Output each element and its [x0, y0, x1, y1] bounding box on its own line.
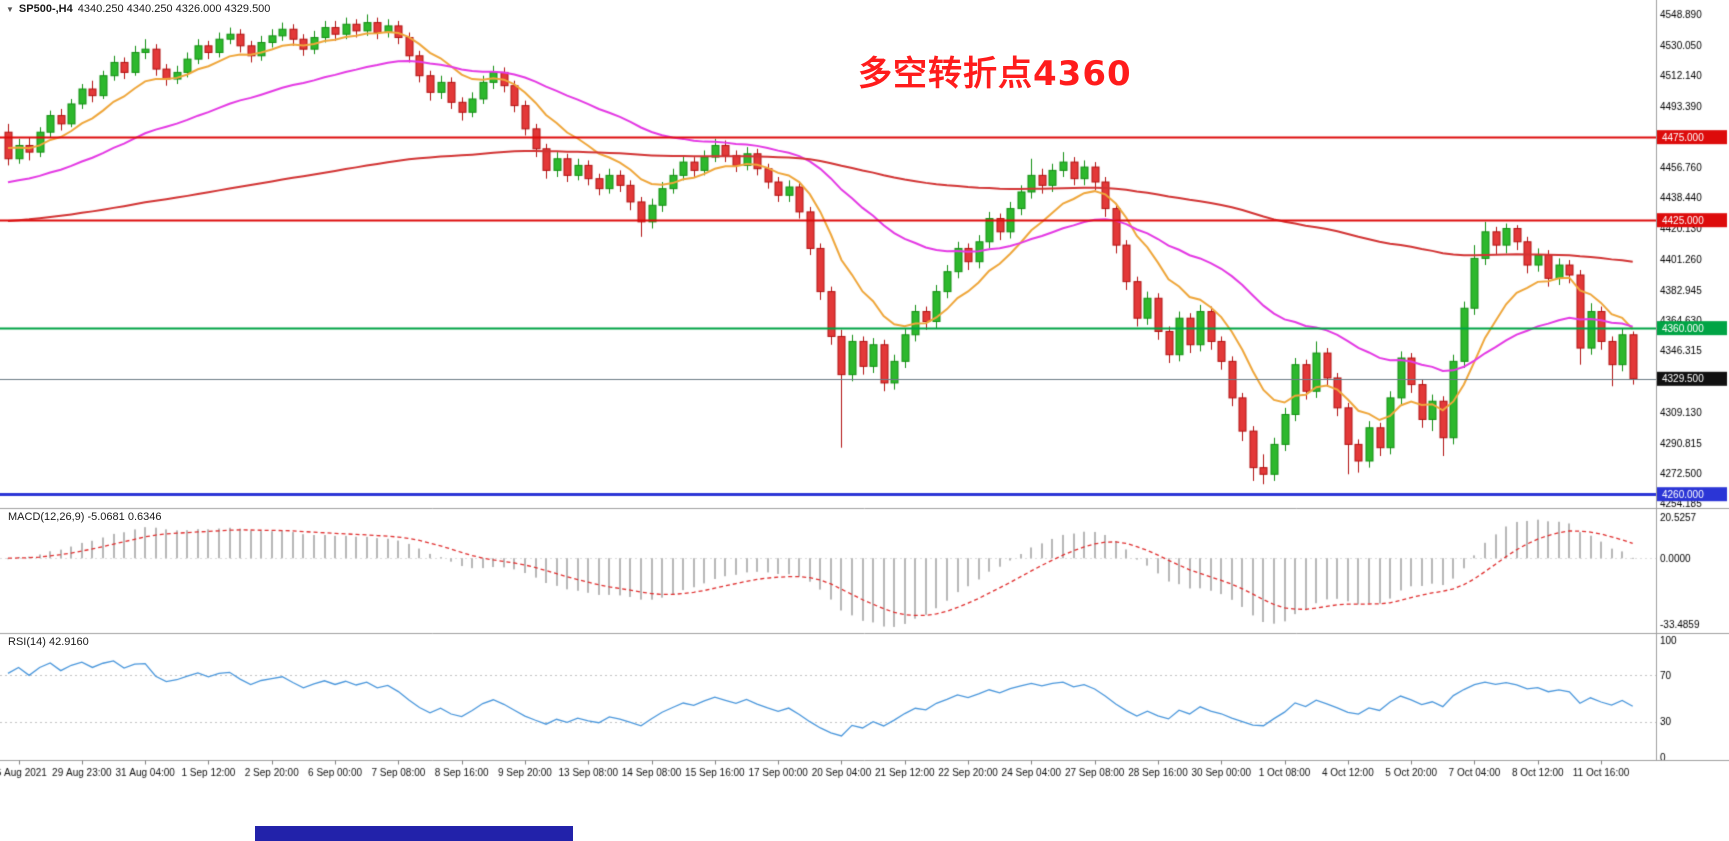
annotation-text: 多空转折点4360	[858, 54, 1132, 94]
macd-indicator-label: MACD(12,26,9) -5.0681 0.6346	[8, 511, 162, 523]
bottom-blue-bar	[255, 826, 573, 841]
symbol-ohlc-label: ▼ SP500-,H4 4340.250 4340.250 4326.000 4…	[6, 3, 270, 15]
ohlc-values: 4340.250 4340.250 4326.000 4329.500	[77, 3, 271, 15]
chart-dropdown-icon: ▼	[6, 4, 14, 14]
rsi-indicator-label: RSI(14) 42.9160	[8, 636, 89, 648]
symbol-name: SP500-,H4	[18, 3, 73, 15]
